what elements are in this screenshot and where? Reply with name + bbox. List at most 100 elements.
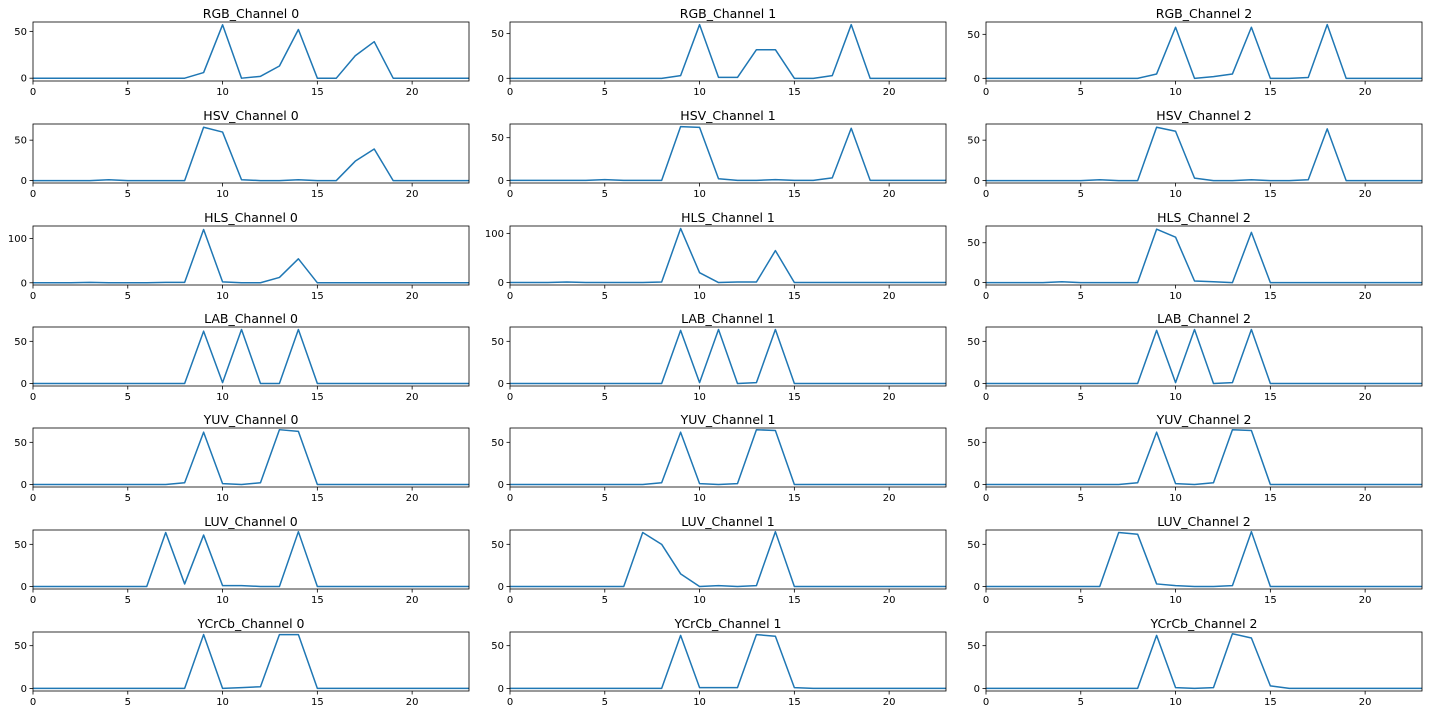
x-tick-label: 5 [1078,697,1084,708]
y-tick-label: 50 [491,438,504,449]
subplot: YCrCb_Channel 1 0 5 10 15 20 0 50 [491,616,947,708]
x-tick-label: 15 [1264,595,1277,606]
y-tick-label: 50 [14,337,27,348]
x-tick-label: 20 [406,291,419,302]
subplot-title: YUV_Channel 1 [680,412,776,427]
axes-frame [32,631,470,692]
x-tick-label: 15 [788,392,801,403]
y-tick-label: 100 [8,234,27,245]
x-tick-label: 5 [602,493,608,504]
y-tick-label: 0 [498,684,504,695]
x-tick-label: 10 [693,697,706,708]
x-tick-label: 10 [693,493,706,504]
axes-frame [509,631,947,692]
x-tick-label: 10 [1169,291,1182,302]
x-tick-label: 0 [983,595,989,606]
y-tick-label: 0 [498,74,504,85]
x-tick-label: 10 [693,392,706,403]
subplot-title: YUV_Channel 2 [1156,412,1252,427]
axes-frame [32,529,470,590]
subplot-title: HLS_Channel 1 [681,210,775,225]
y-tick-label: 0 [498,582,504,593]
x-tick-label: 0 [507,87,513,98]
subplot-title: YCrCb_Channel 1 [674,616,782,631]
axes-frame [985,529,1423,590]
subplot: HLS_Channel 0 0 5 10 15 20 0 100 [8,210,470,302]
x-tick-label: 20 [1359,87,1372,98]
x-tick-label: 0 [30,392,36,403]
x-tick-label: 5 [602,595,608,606]
subplot: RGB_Channel 2 0 5 10 15 20 0 50 [967,6,1423,98]
subplot: HSV_Channel 1 0 5 10 15 20 0 50 [491,108,947,200]
x-tick-label: 15 [1264,493,1277,504]
subplot-title: RGB_Channel 1 [680,6,776,21]
x-tick-label: 20 [1359,189,1372,200]
subplot: YUV_Channel 1 0 5 10 15 20 0 50 [491,412,947,504]
y-tick-label: 0 [974,379,980,390]
y-tick-label: 0 [974,582,980,593]
subplot-title: RGB_Channel 0 [203,6,299,21]
subplot: YCrCb_Channel 2 0 5 10 15 20 0 50 [967,616,1423,708]
x-tick-label: 15 [788,595,801,606]
subplot: YUV_Channel 2 0 5 10 15 20 0 50 [967,412,1423,504]
x-tick-label: 10 [1169,87,1182,98]
x-tick-label: 20 [883,291,896,302]
x-tick-label: 5 [125,189,131,200]
axes-frame [32,427,470,488]
x-tick-label: 15 [311,291,324,302]
y-tick-label: 50 [967,337,980,348]
y-tick-label: 50 [967,540,980,551]
axes-frame [509,21,947,82]
x-tick-label: 20 [406,595,419,606]
x-tick-label: 10 [693,291,706,302]
x-tick-label: 10 [693,87,706,98]
subplot: HLS_Channel 2 0 5 10 15 20 0 50 [967,210,1423,302]
x-tick-label: 15 [311,87,324,98]
series-line [510,428,946,486]
x-tick-label: 15 [788,493,801,504]
subplot-title: YCrCb_Channel 2 [1150,616,1258,631]
subplot-title: LUV_Channel 1 [681,514,775,529]
subplot-title: LAB_Channel 2 [1157,311,1251,326]
x-tick-label: 20 [406,392,419,403]
x-tick-label: 0 [983,392,989,403]
y-tick-label: 0 [498,278,504,289]
subplot: YUV_Channel 0 0 5 10 15 20 0 50 [14,412,470,504]
series-line [33,428,469,486]
x-tick-label: 5 [602,392,608,403]
subplot: LAB_Channel 2 0 5 10 15 20 0 50 [967,311,1423,403]
axes-frame [985,123,1423,184]
series-line [33,24,469,79]
y-tick-label: 50 [14,136,27,147]
axes-frame [509,123,947,184]
x-tick-label: 10 [1169,595,1182,606]
x-tick-label: 5 [1078,595,1084,606]
x-tick-label: 15 [1264,392,1277,403]
y-tick-label: 50 [491,641,504,652]
x-tick-label: 20 [406,493,419,504]
axes-frame [509,326,947,387]
subplot-title: HLS_Channel 2 [1157,210,1251,225]
subplot-title: RGB_Channel 2 [1156,6,1252,21]
subplot-title: LAB_Channel 1 [681,311,775,326]
y-tick-label: 0 [21,176,27,187]
axes-frame [32,225,470,286]
series-line [510,530,946,588]
y-tick-label: 50 [491,29,504,40]
y-tick-label: 0 [974,176,980,187]
axes-frame [509,529,947,590]
series-line [510,227,946,284]
subplot: HLS_Channel 1 0 5 10 15 20 0 100 [485,210,947,302]
x-tick-label: 15 [311,493,324,504]
subplot-title: HSV_Channel 2 [1156,108,1251,123]
x-tick-label: 5 [1078,291,1084,302]
x-tick-label: 20 [1359,291,1372,302]
y-tick-label: 50 [491,133,504,144]
y-tick-label: 0 [974,74,980,85]
axes-frame [985,427,1423,488]
x-tick-label: 10 [1169,697,1182,708]
y-tick-label: 0 [974,278,980,289]
y-tick-label: 0 [21,480,27,491]
x-tick-label: 5 [1078,493,1084,504]
